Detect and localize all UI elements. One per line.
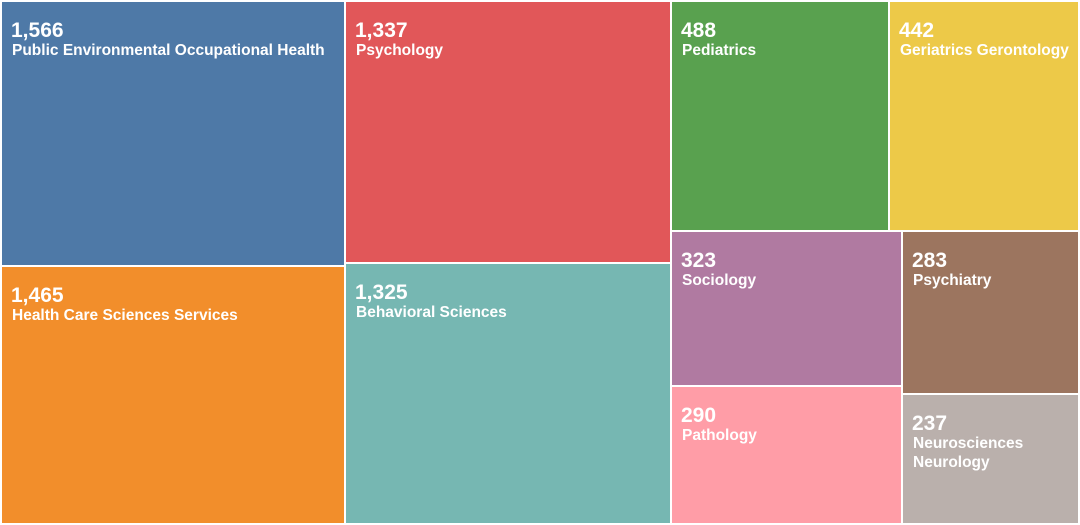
tile-value: 290 [681, 404, 717, 427]
tile-public-environmental-occupational-health: 1,566 Public Environmental Occupational … [2, 2, 344, 265]
tile-label: Geriatrics Gerontology [900, 42, 1069, 59]
tile-value: 1,465 [11, 284, 64, 307]
tile-geriatrics-gerontology: 442 Geriatrics Gerontology [890, 2, 1078, 230]
tile-pathology: 290 Pathology [672, 387, 901, 523]
tile-value: 1,337 [355, 19, 408, 42]
tile-value: 283 [912, 249, 948, 272]
tile-pediatrics: 488 Pediatrics [672, 2, 888, 230]
tile-label: Psychiatry [913, 272, 992, 289]
tile-neurosciences-neurology: 237 Neurosciences Neurology [903, 395, 1078, 523]
tile-value: 237 [912, 412, 948, 435]
tile-label: Health Care Sciences Services [12, 307, 238, 324]
tile-label: Neurosciences Neurology [913, 435, 1024, 471]
tile-sociology: 323 Sociology [672, 232, 901, 385]
tile-value: 323 [681, 249, 717, 272]
tile-label: Sociology [682, 272, 757, 289]
tile-psychiatry: 283 Psychiatry [903, 232, 1078, 393]
tile-value: 1,566 [11, 19, 64, 42]
tile-health-care-sciences-services: 1,465 Health Care Sciences Services [2, 267, 344, 523]
tile-label: Pediatrics [682, 42, 757, 59]
tile-label: Behavioral Sciences [356, 304, 507, 321]
tile-behavioral-sciences: 1,325 Behavioral Sciences [346, 264, 670, 523]
tile-label: Psychology [356, 42, 443, 59]
tile-label: Public Environmental Occupational Health [12, 42, 325, 59]
tile-value: 488 [681, 19, 717, 42]
tile-value: 1,325 [355, 281, 408, 304]
tile-label: Pathology [682, 427, 757, 444]
tile-value: 442 [899, 19, 935, 42]
tile-psychology: 1,337 Psychology [346, 2, 670, 262]
